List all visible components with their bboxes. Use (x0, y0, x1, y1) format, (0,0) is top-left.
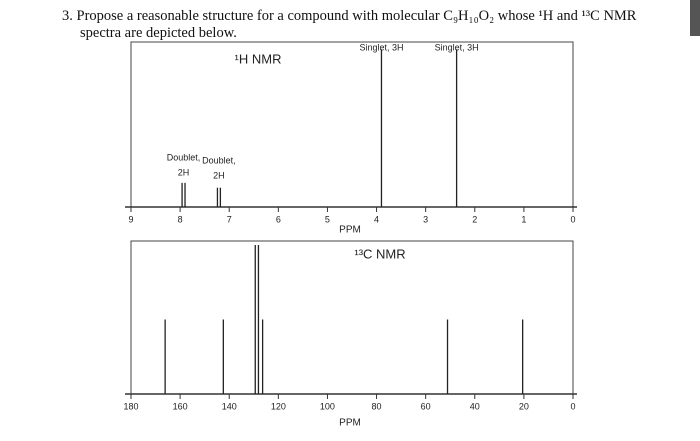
chart-title: ¹³C NMR (354, 246, 405, 261)
x-axis-label: PPM (339, 418, 361, 429)
x-tick-label: 7 (227, 214, 232, 224)
peak-annotation: 2H (178, 167, 190, 177)
x-tick-label: 2 (472, 214, 477, 224)
question: 3. Propose a reasonable structure for a … (62, 8, 636, 42)
x-tick-label: 9 (128, 214, 133, 224)
edge-artifact (690, 0, 700, 36)
x-tick-label: 60 (421, 401, 431, 411)
x-tick-label: 180 (123, 401, 138, 411)
peak-annotation: Singlet, 3H (359, 42, 403, 52)
x-tick-label: 100 (320, 401, 335, 411)
peak-annotation: Doublet, (167, 152, 201, 162)
x-tick-label: 20 (519, 401, 529, 411)
x-tick-label: 120 (271, 401, 286, 411)
question-line: 3. Propose a reasonable structure for a … (62, 8, 637, 24)
x-tick-label: 8 (178, 214, 183, 224)
x-tick-label: 80 (372, 401, 382, 411)
x-tick-label: 3 (423, 214, 428, 224)
chart-title: ¹H NMR (235, 51, 282, 66)
question-line: spectra are depicted below. (80, 25, 237, 41)
x-tick-label: 4 (374, 214, 379, 224)
plot-frame (130, 41, 574, 208)
x-tick-label: 0 (570, 214, 575, 224)
x-tick-label: 5 (325, 214, 330, 224)
peak-annotation: Singlet, 3H (435, 42, 479, 52)
x-tick-label: 1 (521, 214, 526, 224)
x-tick-label: 160 (173, 401, 188, 411)
plot-frame (130, 240, 574, 395)
x-tick-label: 0 (570, 401, 575, 411)
peak-annotation: 2H (213, 170, 225, 180)
x-axis-label: PPM (339, 225, 361, 236)
x-tick-label: 140 (222, 401, 237, 411)
x-tick-label: 6 (276, 214, 281, 224)
x-tick-label: 40 (470, 401, 480, 411)
peak-annotation: Doublet, (202, 155, 236, 165)
